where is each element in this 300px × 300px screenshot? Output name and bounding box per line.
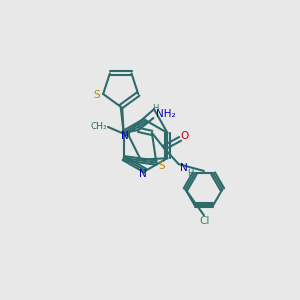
Text: Cl: Cl xyxy=(200,216,210,226)
Text: NH₂: NH₂ xyxy=(156,110,176,119)
Text: H: H xyxy=(152,104,158,113)
Text: CH₃: CH₃ xyxy=(91,122,107,131)
Text: O: O xyxy=(181,131,189,141)
Text: H: H xyxy=(187,169,193,178)
Text: N: N xyxy=(139,169,146,179)
Text: S: S xyxy=(93,90,100,100)
Text: N: N xyxy=(121,131,129,141)
Text: S: S xyxy=(158,160,165,171)
Text: N: N xyxy=(180,163,188,173)
